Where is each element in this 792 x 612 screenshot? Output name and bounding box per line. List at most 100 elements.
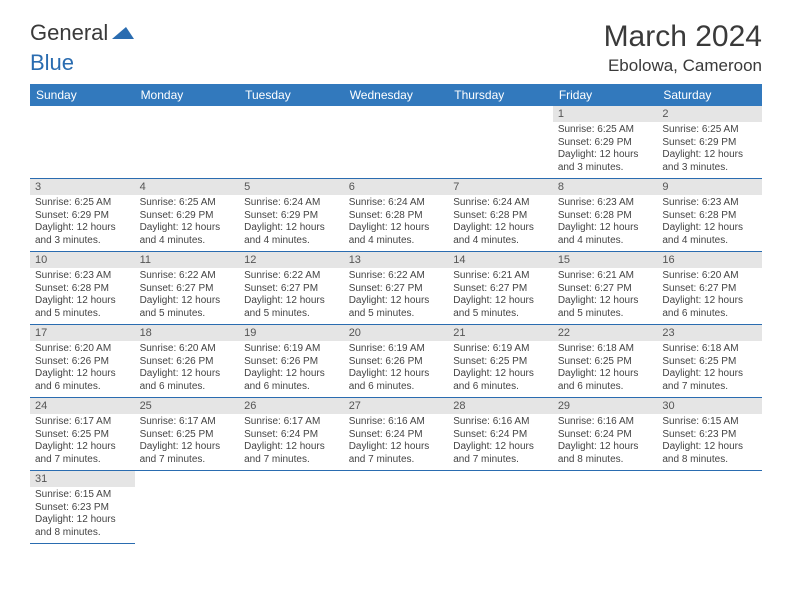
- calendar-cell: 30Sunrise: 6:15 AMSunset: 6:23 PMDayligh…: [657, 398, 762, 471]
- calendar-cell: 24Sunrise: 6:17 AMSunset: 6:25 PMDayligh…: [30, 398, 135, 471]
- calendar-cell: 7Sunrise: 6:24 AMSunset: 6:28 PMDaylight…: [448, 179, 553, 252]
- calendar-row: 1Sunrise: 6:25 AMSunset: 6:29 PMDaylight…: [30, 106, 762, 179]
- day-number: 22: [553, 325, 658, 341]
- day-number: 29: [553, 398, 658, 414]
- calendar-cell: 3Sunrise: 6:25 AMSunset: 6:29 PMDaylight…: [30, 179, 135, 252]
- calendar-cell-empty: [344, 106, 449, 179]
- day-number: 15: [553, 252, 658, 268]
- day-details: Sunrise: 6:21 AMSunset: 6:27 PMDaylight:…: [553, 268, 658, 324]
- day-number: 23: [657, 325, 762, 341]
- calendar-cell: 27Sunrise: 6:16 AMSunset: 6:24 PMDayligh…: [344, 398, 449, 471]
- day-details: Sunrise: 6:20 AMSunset: 6:26 PMDaylight:…: [135, 341, 240, 397]
- day-number: 8: [553, 179, 658, 195]
- day-details: Sunrise: 6:16 AMSunset: 6:24 PMDaylight:…: [344, 414, 449, 470]
- calendar-cell: 10Sunrise: 6:23 AMSunset: 6:28 PMDayligh…: [30, 252, 135, 325]
- calendar-cell-empty: [239, 106, 344, 179]
- day-details: Sunrise: 6:23 AMSunset: 6:28 PMDaylight:…: [30, 268, 135, 324]
- day-details: Sunrise: 6:16 AMSunset: 6:24 PMDaylight:…: [553, 414, 658, 470]
- calendar-cell-empty: [135, 106, 240, 179]
- day-number: 6: [344, 179, 449, 195]
- day-details: Sunrise: 6:25 AMSunset: 6:29 PMDaylight:…: [657, 122, 762, 178]
- day-details: Sunrise: 6:22 AMSunset: 6:27 PMDaylight:…: [135, 268, 240, 324]
- day-number: 25: [135, 398, 240, 414]
- day-number: 9: [657, 179, 762, 195]
- day-number: 4: [135, 179, 240, 195]
- calendar-row: 31Sunrise: 6:15 AMSunset: 6:23 PMDayligh…: [30, 471, 762, 544]
- day-header-wednesday: Wednesday: [344, 84, 449, 106]
- day-details: Sunrise: 6:25 AMSunset: 6:29 PMDaylight:…: [30, 195, 135, 251]
- day-details: Sunrise: 6:20 AMSunset: 6:27 PMDaylight:…: [657, 268, 762, 324]
- day-details: Sunrise: 6:15 AMSunset: 6:23 PMDaylight:…: [30, 487, 135, 543]
- day-details: Sunrise: 6:15 AMSunset: 6:23 PMDaylight:…: [657, 414, 762, 470]
- calendar-cell: 25Sunrise: 6:17 AMSunset: 6:25 PMDayligh…: [135, 398, 240, 471]
- day-number: 26: [239, 398, 344, 414]
- day-header-sunday: Sunday: [30, 84, 135, 106]
- day-details: Sunrise: 6:24 AMSunset: 6:28 PMDaylight:…: [344, 195, 449, 251]
- calendar-row: 24Sunrise: 6:17 AMSunset: 6:25 PMDayligh…: [30, 398, 762, 471]
- day-details: Sunrise: 6:21 AMSunset: 6:27 PMDaylight:…: [448, 268, 553, 324]
- logo-text-general: General: [30, 20, 108, 46]
- day-header-row: SundayMondayTuesdayWednesdayThursdayFrid…: [30, 84, 762, 106]
- day-number: 7: [448, 179, 553, 195]
- day-details: Sunrise: 6:19 AMSunset: 6:26 PMDaylight:…: [344, 341, 449, 397]
- day-details: Sunrise: 6:23 AMSunset: 6:28 PMDaylight:…: [553, 195, 658, 251]
- month-title: March 2024: [604, 20, 762, 54]
- day-number: 19: [239, 325, 344, 341]
- calendar-cell-empty: [657, 471, 762, 544]
- day-header-tuesday: Tuesday: [239, 84, 344, 106]
- day-number: 13: [344, 252, 449, 268]
- day-number: 20: [344, 325, 449, 341]
- day-details: Sunrise: 6:24 AMSunset: 6:29 PMDaylight:…: [239, 195, 344, 251]
- calendar-cell-empty: [553, 471, 658, 544]
- day-header-monday: Monday: [135, 84, 240, 106]
- calendar-cell: 11Sunrise: 6:22 AMSunset: 6:27 PMDayligh…: [135, 252, 240, 325]
- day-details: Sunrise: 6:17 AMSunset: 6:24 PMDaylight:…: [239, 414, 344, 470]
- calendar-cell-empty: [135, 471, 240, 544]
- calendar-cell-empty: [448, 471, 553, 544]
- calendar-cell: 18Sunrise: 6:20 AMSunset: 6:26 PMDayligh…: [135, 325, 240, 398]
- calendar-cell: 28Sunrise: 6:16 AMSunset: 6:24 PMDayligh…: [448, 398, 553, 471]
- calendar-cell-empty: [30, 106, 135, 179]
- day-number: 2: [657, 106, 762, 122]
- day-number: 31: [30, 471, 135, 487]
- day-number: 17: [30, 325, 135, 341]
- calendar-cell: 8Sunrise: 6:23 AMSunset: 6:28 PMDaylight…: [553, 179, 658, 252]
- calendar-cell: 17Sunrise: 6:20 AMSunset: 6:26 PMDayligh…: [30, 325, 135, 398]
- day-details: Sunrise: 6:18 AMSunset: 6:25 PMDaylight:…: [553, 341, 658, 397]
- logo-blue-wrap: Blue: [30, 50, 74, 76]
- day-header-friday: Friday: [553, 84, 658, 106]
- calendar-cell: 22Sunrise: 6:18 AMSunset: 6:25 PMDayligh…: [553, 325, 658, 398]
- calendar-cell: 4Sunrise: 6:25 AMSunset: 6:29 PMDaylight…: [135, 179, 240, 252]
- calendar-cell: 2Sunrise: 6:25 AMSunset: 6:29 PMDaylight…: [657, 106, 762, 179]
- day-number: 30: [657, 398, 762, 414]
- day-number: 11: [135, 252, 240, 268]
- calendar-cell: 1Sunrise: 6:25 AMSunset: 6:29 PMDaylight…: [553, 106, 658, 179]
- calendar-cell: 16Sunrise: 6:20 AMSunset: 6:27 PMDayligh…: [657, 252, 762, 325]
- calendar-cell: 19Sunrise: 6:19 AMSunset: 6:26 PMDayligh…: [239, 325, 344, 398]
- day-details: Sunrise: 6:17 AMSunset: 6:25 PMDaylight:…: [135, 414, 240, 470]
- day-details: Sunrise: 6:19 AMSunset: 6:25 PMDaylight:…: [448, 341, 553, 397]
- day-details: Sunrise: 6:19 AMSunset: 6:26 PMDaylight:…: [239, 341, 344, 397]
- calendar-cell: 20Sunrise: 6:19 AMSunset: 6:26 PMDayligh…: [344, 325, 449, 398]
- logo-arrow-icon: [112, 23, 134, 44]
- day-number: 10: [30, 252, 135, 268]
- day-details: Sunrise: 6:17 AMSunset: 6:25 PMDaylight:…: [30, 414, 135, 470]
- calendar-cell-empty: [239, 471, 344, 544]
- day-number: 1: [553, 106, 658, 122]
- day-header-saturday: Saturday: [657, 84, 762, 106]
- calendar-cell: 23Sunrise: 6:18 AMSunset: 6:25 PMDayligh…: [657, 325, 762, 398]
- day-details: Sunrise: 6:25 AMSunset: 6:29 PMDaylight:…: [135, 195, 240, 251]
- day-number: 16: [657, 252, 762, 268]
- day-number: 3: [30, 179, 135, 195]
- header: General March 2024 Ebolowa, Cameroon: [0, 0, 792, 84]
- calendar-cell: 21Sunrise: 6:19 AMSunset: 6:25 PMDayligh…: [448, 325, 553, 398]
- day-number: 18: [135, 325, 240, 341]
- day-details: Sunrise: 6:22 AMSunset: 6:27 PMDaylight:…: [239, 268, 344, 324]
- title-block: March 2024 Ebolowa, Cameroon: [604, 20, 762, 76]
- day-number: 27: [344, 398, 449, 414]
- day-details: Sunrise: 6:18 AMSunset: 6:25 PMDaylight:…: [657, 341, 762, 397]
- day-number: 5: [239, 179, 344, 195]
- day-header-thursday: Thursday: [448, 84, 553, 106]
- calendar-cell: 15Sunrise: 6:21 AMSunset: 6:27 PMDayligh…: [553, 252, 658, 325]
- day-details: Sunrise: 6:24 AMSunset: 6:28 PMDaylight:…: [448, 195, 553, 251]
